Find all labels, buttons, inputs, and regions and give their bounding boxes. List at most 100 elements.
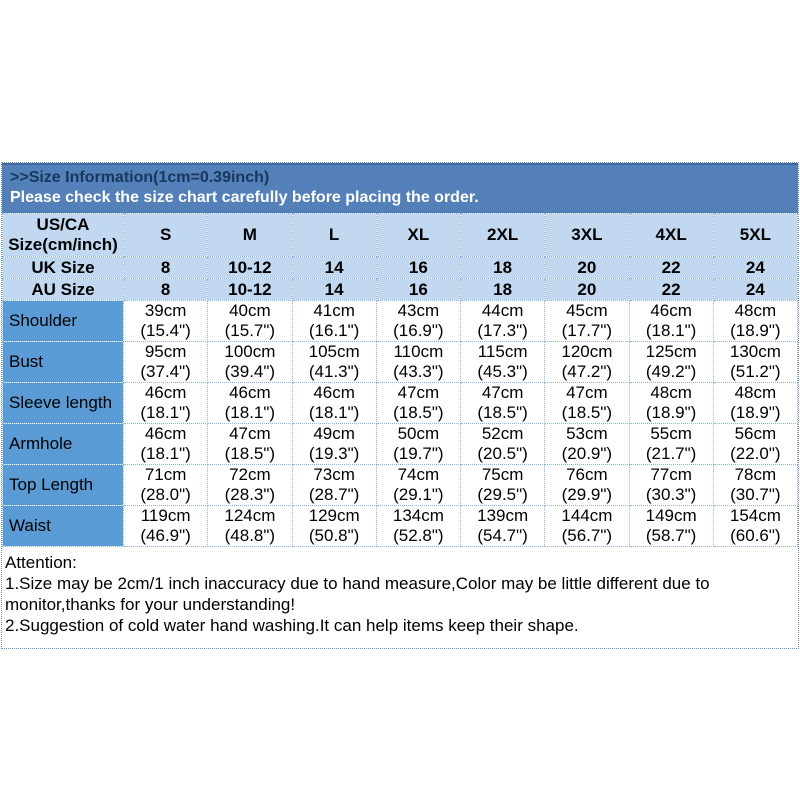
measurement-cell: 48cm (18.9"): [712, 382, 799, 424]
measurement-cell: 46cm (18.1"): [122, 423, 209, 465]
size-table: US/CA Size(cm/inch) S M L XL 2XL 3XL 4XL 5XL UK S…: [2, 213, 799, 547]
size-table-body: UK Size 8 10-12 14 16 18 20 22 24 AU Size 8 10-12 14…: [2, 256, 799, 547]
measurement-inch: (46.9"): [140, 526, 191, 545]
measurement-cm: 139cm: [477, 506, 529, 526]
size-value-cell: 22: [628, 278, 714, 301]
measurement-inch: (19.3"): [308, 444, 360, 463]
measurement-cm: 77cm: [650, 465, 692, 485]
measurement-cm: 120cm: [561, 342, 613, 362]
measurement-inch: (18.1"): [308, 403, 360, 422]
measurement-cm: 47cm: [397, 383, 440, 403]
banner-title: >>Size Information(1cm=0.39inch): [10, 169, 270, 186]
measurement-inch: (19.7"): [393, 444, 444, 463]
size-value-cell: 14: [291, 278, 377, 301]
measurement-cm: 144cm: [561, 506, 613, 526]
measurement-cm: 49cm: [313, 424, 355, 444]
measurement-cm: 46cm: [144, 383, 187, 403]
measurement-cm: 39cm: [144, 301, 187, 321]
measurement-inch: (17.7"): [561, 321, 613, 340]
size-value-cell: 20: [544, 256, 630, 279]
measurement-cell: 72cm (28.3"): [207, 464, 293, 506]
table-row: Top Length 71cm (28.0") 72cm (28.3") 73cm (28.…: [2, 464, 799, 506]
measurement-inch: (18.1"): [140, 403, 191, 422]
measurement-inch: (18.1"): [140, 444, 191, 463]
banner: >>Size Information(1cm=0.39inch) Please …: [2, 163, 798, 213]
size-value-cell: 8: [122, 256, 209, 279]
measurement-cm: 115cm: [477, 342, 528, 362]
measurement-cell: 130cm (51.2"): [712, 341, 799, 383]
size-column-header: L: [291, 213, 377, 257]
size-value-cell: 16: [375, 256, 462, 279]
measurement-inch: (45.3"): [477, 362, 528, 381]
table-row: UK Size 8 10-12 14 16 18 20 22 24: [2, 256, 799, 279]
measurement-cell: 47cm (18.5"): [375, 382, 462, 424]
measurement-inch: (48.8"): [224, 526, 276, 545]
measurement-inch: (18.5"): [224, 444, 276, 463]
measurement-inch: (60.6"): [730, 526, 781, 545]
measurement-inch: (17.3"): [477, 321, 528, 340]
size-column-header: XL: [375, 213, 462, 257]
size-value-cell: 22: [628, 256, 714, 279]
measurement-cm: 48cm: [734, 383, 777, 403]
measurement-cm: 74cm: [397, 465, 440, 485]
measurement-cm: 53cm: [566, 424, 608, 444]
measurement-cell: 95cm (37.4"): [122, 341, 209, 383]
measurement-cm: 119cm: [140, 506, 191, 526]
measurement-cell: 134cm (52.8"): [375, 505, 462, 547]
measurement-inch: (29.1"): [393, 485, 444, 504]
size-value-cell: 24: [712, 278, 799, 301]
measurement-cm: 72cm: [229, 465, 271, 485]
measurement-cell: 40cm (15.7"): [207, 300, 293, 342]
corner-header: US/CA Size(cm/inch): [2, 213, 124, 257]
measurement-cell: 154cm (60.6"): [712, 505, 799, 547]
row-label: Armhole: [2, 423, 124, 465]
measurement-cm: 55cm: [650, 424, 692, 444]
measurement-inch: (49.2"): [645, 362, 697, 381]
measurement-inch: (30.7"): [730, 485, 781, 504]
measurement-cm: 52cm: [481, 424, 524, 444]
measurement-cm: 130cm: [729, 342, 781, 362]
measurement-cm: 46cm: [313, 383, 355, 403]
corner-header-line: Size(cm/inch): [8, 235, 118, 254]
measurement-inch: (56.7"): [561, 526, 613, 545]
measurement-cm: 76cm: [566, 465, 608, 485]
corner-header-line: US/CA: [36, 215, 90, 234]
measurement-cm: 46cm: [144, 424, 187, 444]
measurement-cell: 49cm (19.3"): [291, 423, 377, 465]
measurement-cell: 41cm (16.1"): [291, 300, 377, 342]
size-column-header: 3XL: [544, 213, 630, 257]
measurement-cell: 52cm (20.5"): [459, 423, 546, 465]
measurement-inch: (43.3"): [393, 362, 444, 381]
attention-note-2: 2.Suggestion of cold water hand washing.…: [5, 616, 579, 635]
measurement-cell: 124cm (48.8"): [207, 505, 293, 547]
measurement-inch: (37.4"): [140, 362, 191, 381]
measurement-cm: 125cm: [645, 342, 697, 362]
measurement-inch: (58.7"): [645, 526, 697, 545]
measurement-cell: 53cm (20.9"): [544, 423, 630, 465]
measurement-inch: (18.9"): [730, 403, 781, 422]
measurement-inch: (28.7"): [308, 485, 360, 504]
measurement-cm: 47cm: [566, 383, 608, 403]
measurement-cm: 75cm: [481, 465, 524, 485]
measurement-cell: 73cm (28.7"): [291, 464, 377, 506]
measurement-inch: (18.5"): [477, 403, 528, 422]
measurement-cm: 50cm: [397, 424, 440, 444]
row-label: Top Length: [2, 464, 124, 506]
measurement-cm: 47cm: [229, 424, 271, 444]
row-label: Sleeve length: [2, 382, 124, 424]
measurement-cm: 124cm: [224, 506, 276, 526]
measurement-inch: (18.5"): [393, 403, 444, 422]
measurement-inch: (28.0"): [140, 485, 191, 504]
measurement-cell: 78cm (30.7"): [712, 464, 799, 506]
attention-note-1: 1.Size may be 2cm/1 inch inaccuracy due …: [5, 574, 710, 614]
measurement-inch: (28.3"): [224, 485, 276, 504]
measurement-cell: 76cm (29.9"): [544, 464, 630, 506]
measurement-inch: (29.5"): [477, 485, 528, 504]
measurement-cell: 46cm (18.1"): [122, 382, 209, 424]
measurement-cell: 75cm (29.5"): [459, 464, 546, 506]
attention-title: Attention:: [5, 553, 77, 572]
measurement-cell: 125cm (49.2"): [628, 341, 714, 383]
measurement-cell: 149cm (58.7"): [628, 505, 714, 547]
size-value-cell: 20: [544, 278, 630, 301]
measurement-cell: 77cm (30.3"): [628, 464, 714, 506]
